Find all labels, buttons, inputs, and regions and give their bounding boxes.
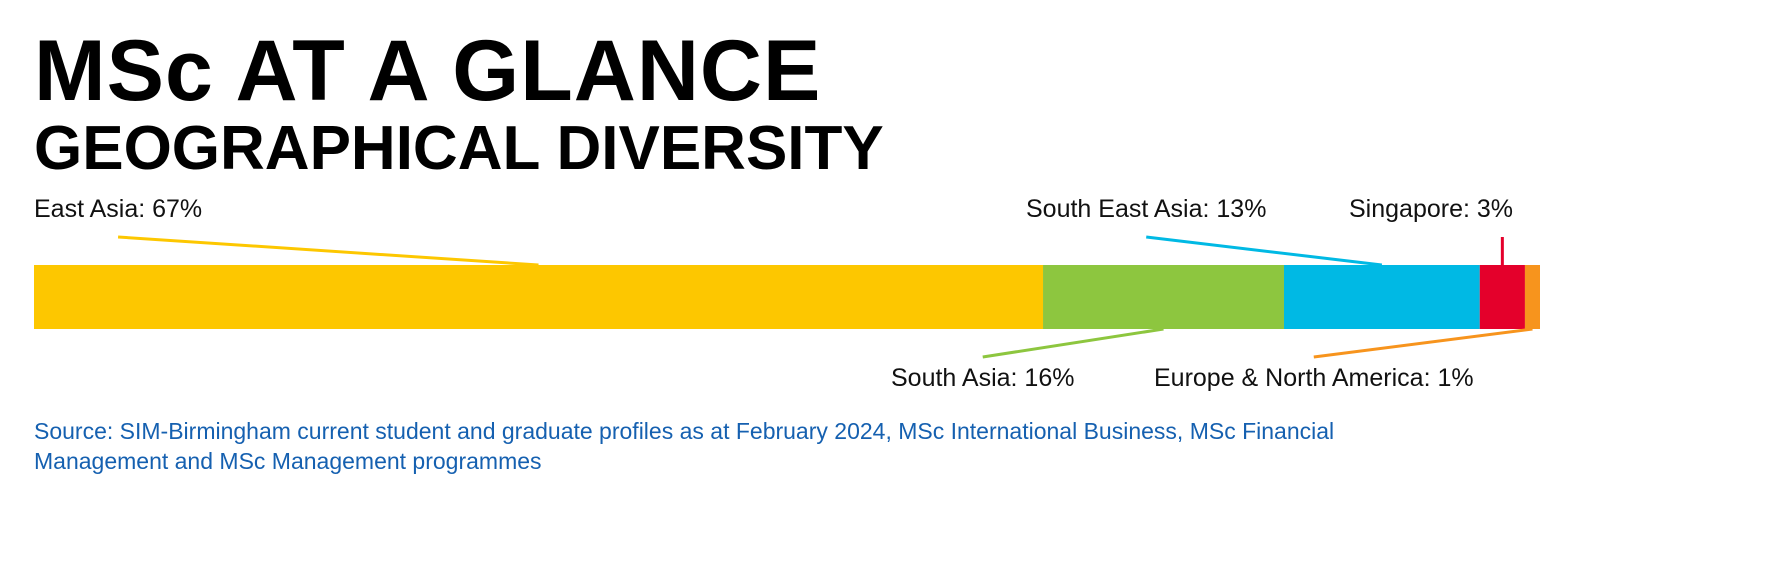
leader-line bbox=[1313, 327, 1533, 359]
chart: East Asia: 67% South Asia: 16% South East … bbox=[34, 195, 1540, 392]
leader-line bbox=[982, 327, 1164, 359]
data-label: South East Asia: 13% bbox=[1026, 195, 1266, 223]
bar-segment bbox=[1043, 265, 1284, 329]
chart-subtitle: GEOGRAPHICAL DIVERSITY bbox=[34, 114, 884, 183]
bar-segment bbox=[34, 265, 1044, 329]
source-note: Source: SIM-Birmingham current student a… bbox=[34, 418, 1335, 474]
data-label: South Asia: 16% bbox=[891, 364, 1074, 392]
data-label: East Asia: 67% bbox=[34, 195, 202, 223]
bar-segment bbox=[1479, 265, 1525, 329]
data-label: Europe & North America: 1% bbox=[1154, 364, 1474, 392]
leader-line bbox=[117, 235, 539, 267]
chart-title: MSc AT A GLANCE bbox=[34, 23, 822, 119]
bar-segment bbox=[1524, 265, 1540, 329]
data-label: Singapore: 3% bbox=[1349, 195, 1513, 223]
bar-segment bbox=[1283, 265, 1480, 329]
leader-line bbox=[1146, 235, 1383, 267]
